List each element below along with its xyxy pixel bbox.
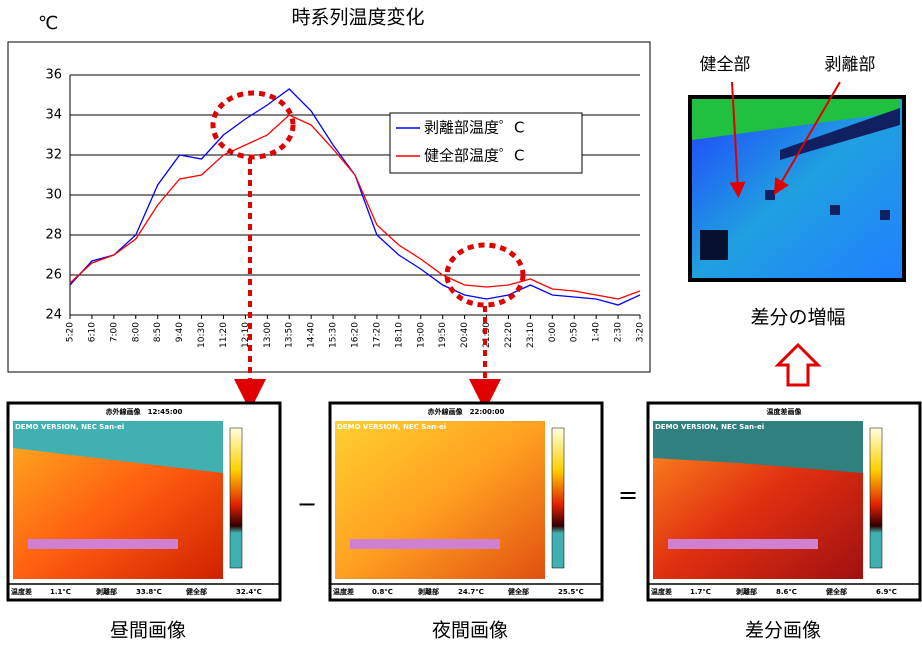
thermal-image — [880, 210, 890, 220]
y-unit: ℃ — [38, 13, 58, 34]
highlight-circle — [210, 90, 296, 160]
y-tick-label: 30 — [45, 188, 62, 203]
x-tick-label: 1:40 — [592, 322, 602, 342]
thermal-image — [780, 108, 900, 160]
footer-text: 健全部 — [186, 587, 207, 596]
footer-text: 1.1℃ — [50, 588, 71, 596]
y-tick-label: 32 — [45, 148, 62, 163]
x-tick-label: 22:20 — [504, 322, 514, 348]
thermal-image — [13, 421, 223, 473]
caption: 夜間画像 — [432, 620, 508, 642]
footer-text: 温度差 — [11, 587, 32, 596]
thermal-image — [350, 539, 500, 549]
x-tick-label: 15:30 — [329, 322, 339, 348]
footer-text: 33.8℃ — [136, 588, 162, 596]
footer-text: 剥離部 — [418, 587, 439, 596]
x-tick-label: 3:20 — [636, 322, 646, 342]
arrow — [773, 81, 841, 195]
y-tick-label: 28 — [45, 228, 62, 243]
panel-title: 温度差画像 — [767, 407, 803, 416]
footer-text: 剥離部 — [96, 587, 117, 596]
footer-text: 剥離部 — [736, 587, 757, 596]
footer-text: 25.5℃ — [558, 588, 584, 596]
x-tick-label: 19:00 — [416, 322, 426, 348]
colorbar — [551, 427, 565, 569]
panel-title: 赤外線画像 12:45:00 — [106, 407, 183, 416]
chart-title: 時系列温度変化 — [291, 7, 424, 29]
footer-text: 8.6℃ — [776, 588, 797, 596]
y-tick-label: 24 — [45, 308, 62, 323]
thermal-image — [692, 99, 900, 140]
thermal-image — [335, 421, 545, 579]
x-tick-label: 0:50 — [570, 322, 580, 342]
footer-text: 温度差 — [333, 587, 354, 596]
thermal-image — [28, 539, 178, 549]
x-tick-label: 9:40 — [175, 322, 185, 342]
x-tick-label: 17:20 — [372, 322, 382, 348]
x-tick-label: 20:40 — [460, 322, 470, 348]
footer-text: 温度差 — [651, 587, 672, 596]
x-tick-label: 23:10 — [526, 322, 536, 348]
panel-title: 赤外線画像 22:00:00 — [428, 407, 505, 416]
legend — [389, 112, 583, 174]
demo-text: DEMO VERSION, NEC San-ei — [655, 423, 764, 431]
caption: 昼間画像 — [110, 620, 186, 642]
x-tick-label: 16:20 — [351, 322, 361, 348]
y-tick-label: 34 — [45, 108, 62, 123]
label: 剥離部 — [825, 55, 876, 75]
x-tick-label: 7:00 — [109, 322, 119, 342]
x-tick-label: 18:10 — [394, 322, 404, 348]
y-tick-label: 36 — [45, 68, 62, 83]
up-arrow — [774, 342, 822, 387]
demo-text: DEMO VERSION, NEC San-ei — [15, 423, 124, 431]
x-tick-label: 8:00 — [131, 322, 141, 342]
x-tick-label: 11:20 — [219, 322, 229, 348]
x-tick-label: 5:20 — [66, 322, 76, 342]
x-tick-label: 12:10 — [241, 322, 251, 348]
x-tick-label: 8:50 — [153, 322, 163, 342]
demo-text: DEMO VERSION, NEC San-ei — [337, 423, 446, 431]
caption: 差分画像 — [745, 620, 821, 642]
x-tick-label: 13:50 — [285, 322, 295, 348]
arrow — [729, 81, 746, 198]
line — [69, 114, 641, 300]
x-tick-label: 6:10 — [87, 322, 97, 342]
x-tick-label: 10:30 — [197, 322, 207, 348]
legend-label: 健全部温度゜C — [424, 147, 524, 165]
footer-text: 0.8℃ — [372, 588, 393, 596]
colorbar — [869, 427, 883, 569]
highlight-circle — [444, 242, 526, 308]
x-tick-label: 2:30 — [614, 322, 624, 342]
label: 健全部 — [700, 55, 751, 75]
thermal-image — [830, 205, 840, 215]
footer-text: 健全部 — [826, 587, 847, 596]
label: 差分の増幅 — [750, 307, 845, 329]
footer-text: 6.9℃ — [876, 588, 897, 596]
operator: = — [618, 481, 638, 509]
x-tick-label: 13:00 — [263, 322, 273, 348]
footer-text: 健全部 — [508, 587, 529, 596]
thermal-image — [668, 539, 818, 549]
colorbar — [229, 427, 243, 569]
footer-text: 32.4℃ — [236, 588, 262, 596]
x-tick-label: 14:40 — [307, 322, 317, 348]
x-tick-label: 19:50 — [438, 322, 448, 348]
thermal-image — [653, 421, 863, 473]
footer-text: 1.7℃ — [690, 588, 711, 596]
thermal-image — [700, 230, 728, 260]
x-tick-label: 0:00 — [548, 322, 558, 342]
operator: − — [297, 490, 317, 518]
x-tick-label: 21:30 — [482, 322, 492, 348]
y-tick-label: 26 — [45, 268, 62, 283]
footer-text: 24.7℃ — [458, 588, 484, 596]
legend-label: 剥離部温度゜C — [424, 119, 524, 137]
thermal-image — [765, 190, 775, 200]
chart-frame — [7, 41, 651, 373]
